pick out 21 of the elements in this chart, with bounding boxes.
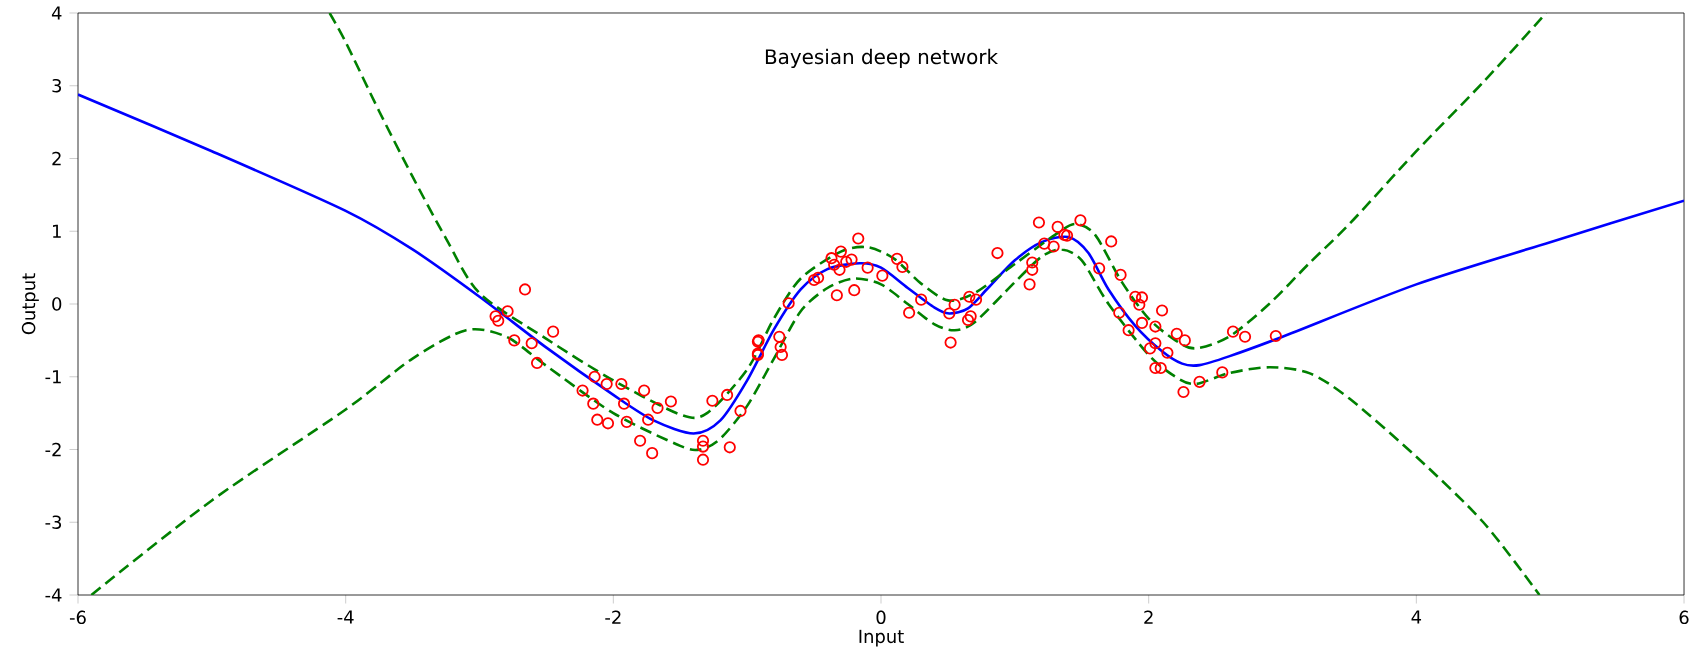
line-series bbox=[90, 248, 1541, 595]
x-tick-label: -2 bbox=[605, 610, 621, 624]
y-tick-label: -2 bbox=[45, 442, 61, 457]
text: Bayesian deep network bbox=[765, 48, 999, 69]
y-tick-label: -4 bbox=[45, 588, 62, 602]
y-tick-label: 2 bbox=[52, 151, 61, 166]
y-tick-label: 3 bbox=[52, 78, 62, 93]
y-tick-label: -3 bbox=[45, 515, 62, 530]
x-tick-label: 4 bbox=[1411, 610, 1422, 624]
x-tick-label: 6 bbox=[1679, 610, 1689, 625]
x-axis-title: Input bbox=[859, 629, 904, 647]
y-tick-label: -1 bbox=[45, 370, 61, 384]
x-tick-label: -4 bbox=[337, 610, 354, 624]
x-tick-label: -6 bbox=[69, 610, 86, 625]
y-tick-label: 0 bbox=[52, 297, 62, 311]
x-tick-label: 2 bbox=[1144, 610, 1153, 624]
line-series bbox=[78, 93, 1685, 435]
y-tick-label: 1 bbox=[53, 224, 61, 238]
y-axis-title: Output bbox=[21, 273, 39, 335]
x-tick-label: 0 bbox=[876, 610, 886, 625]
y-tick-label: 4 bbox=[51, 6, 62, 20]
